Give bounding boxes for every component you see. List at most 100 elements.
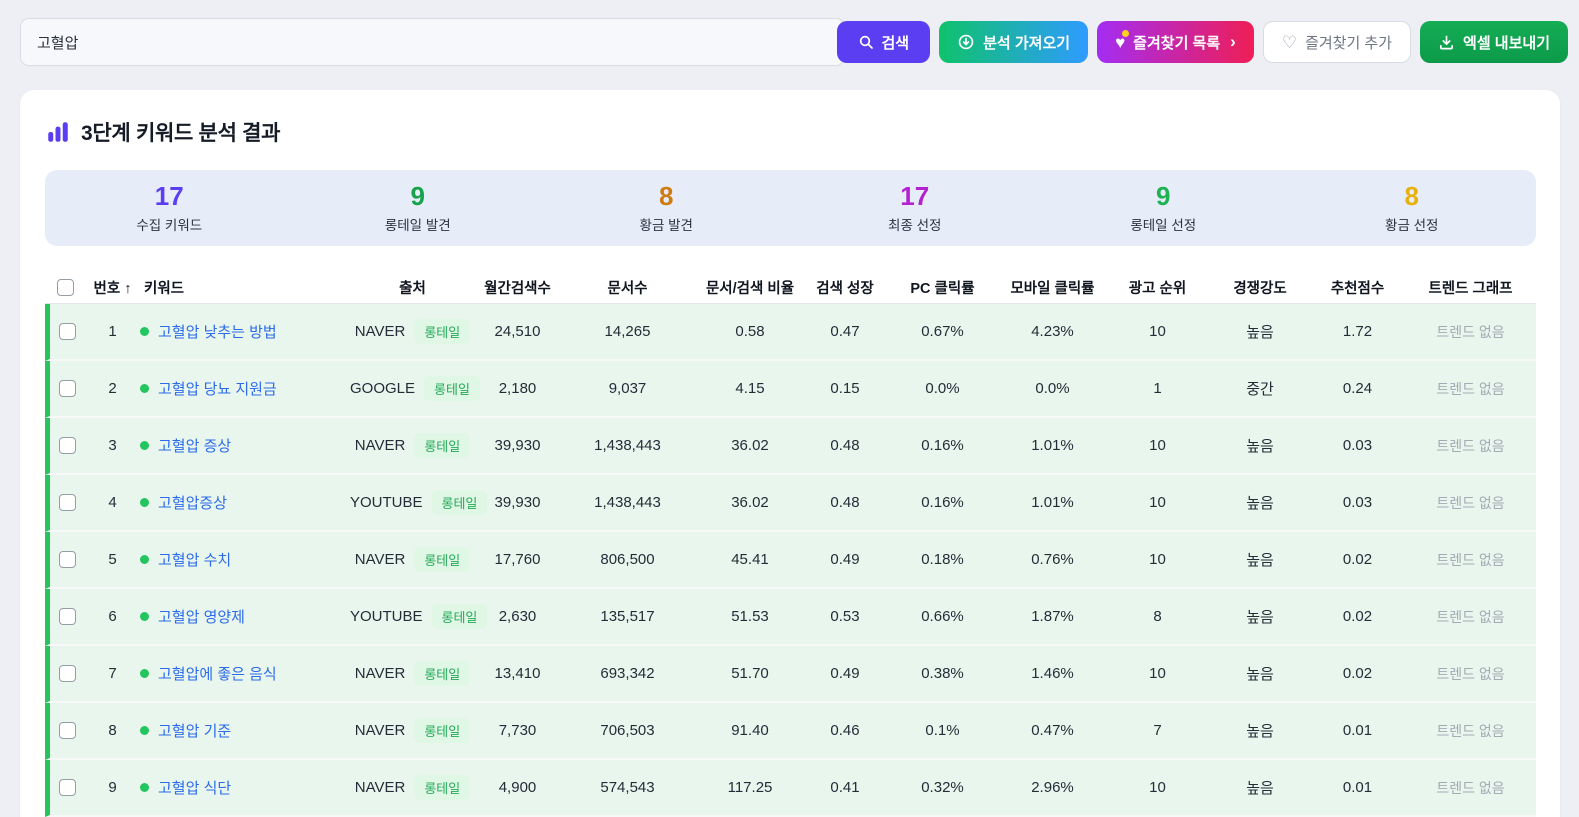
column-header-2[interactable]: 키워드 xyxy=(140,271,350,304)
doc-search-ratio: 91.40 xyxy=(695,703,805,760)
excel-export-button[interactable]: 엑셀 내보내기 xyxy=(1420,21,1568,63)
keyword-link[interactable]: 고혈압 식단 xyxy=(140,777,350,798)
row-checkbox[interactable] xyxy=(59,380,76,397)
monthly-search-volume: 13,410 xyxy=(475,646,560,703)
favorites-list-button[interactable]: ♥ 즐겨찾기 목록 › xyxy=(1097,21,1254,63)
row-checkbox[interactable] xyxy=(59,779,76,796)
column-header-8[interactable]: PC 클릭률 xyxy=(885,271,1000,304)
row-checkbox[interactable] xyxy=(59,494,76,511)
document-count: 135,517 xyxy=(560,589,695,646)
page-title: 3단계 키워드 분석 결과 xyxy=(81,117,280,147)
pc-ctr: 0.66% xyxy=(885,589,1000,646)
source-label: YOUTUBE xyxy=(350,608,423,625)
keyword-text: 고혈압 증상 xyxy=(158,435,231,456)
chevron-right-icon: › xyxy=(1230,32,1236,52)
heart-outline-icon: ♡ xyxy=(1282,34,1297,51)
table-row: 4 고혈압증상 YOUTUBE 롱테일 39,930 1,438,443 36.… xyxy=(45,475,1536,532)
keyword-link[interactable]: 고혈압증상 xyxy=(140,492,350,513)
column-header-6[interactable]: 문서/검색 비율 xyxy=(695,271,805,304)
longtail-badge: 롱테일 xyxy=(424,376,480,401)
longtail-badge: 롱테일 xyxy=(432,490,488,515)
column-header-11[interactable]: 경쟁강도 xyxy=(1210,271,1310,304)
excel-export-label: 엑셀 내보내기 xyxy=(1463,32,1550,53)
ad-rank: 10 xyxy=(1105,304,1210,361)
document-count: 706,503 xyxy=(560,703,695,760)
competition-level: 높음 xyxy=(1210,589,1310,646)
keyword-link[interactable]: 고혈압 기준 xyxy=(140,720,350,741)
keyword-link[interactable]: 고혈압 영양제 xyxy=(140,606,350,627)
source-label: NAVER xyxy=(355,551,406,568)
recommendation-score: 0.02 xyxy=(1310,646,1405,703)
keyword-results-table: 번호 ↑키워드출처월간검색수문서수문서/검색 비율검색 성장PC 클릭률모바일 … xyxy=(45,271,1536,817)
row-checkbox[interactable] xyxy=(59,323,76,340)
mobile-ctr: 1.46% xyxy=(1000,646,1105,703)
keyword-text: 고혈압 낮추는 방법 xyxy=(158,321,277,342)
keyword-search-input[interactable] xyxy=(20,18,845,66)
pc-ctr: 0.16% xyxy=(885,475,1000,532)
recommendation-score: 0.02 xyxy=(1310,589,1405,646)
ad-rank: 7 xyxy=(1105,703,1210,760)
column-header-1[interactable]: 번호 ↑ xyxy=(85,271,140,304)
competition-level: 높음 xyxy=(1210,646,1310,703)
no-trend-label: 트렌드 없음 xyxy=(1436,324,1504,340)
keyword-link[interactable]: 고혈압 당뇨 지원금 xyxy=(140,378,350,399)
keyword-status-dot xyxy=(140,783,149,792)
keyword-text: 고혈압 기준 xyxy=(158,720,231,741)
row-checkbox[interactable] xyxy=(59,608,76,625)
keyword-link[interactable]: 고혈압 증상 xyxy=(140,435,350,456)
row-checkbox[interactable] xyxy=(59,551,76,568)
favorites-add-button[interactable]: ♡ 즐겨찾기 추가 xyxy=(1263,21,1411,63)
column-header-10[interactable]: 광고 순위 xyxy=(1105,271,1210,304)
keyword-text: 고혈압 영양제 xyxy=(158,606,245,627)
row-checkbox[interactable] xyxy=(59,437,76,454)
recommendation-score: 0.03 xyxy=(1310,475,1405,532)
search-growth: 0.49 xyxy=(805,532,885,589)
download-icon xyxy=(1438,34,1455,51)
document-count: 9,037 xyxy=(560,361,695,418)
table-row: 9 고혈압 식단 NAVER 롱테일 4,900 574,543 117.25 … xyxy=(45,760,1536,817)
document-count: 14,265 xyxy=(560,304,695,361)
column-header-7[interactable]: 검색 성장 xyxy=(805,271,885,304)
keyword-link[interactable]: 고혈압 낮추는 방법 xyxy=(140,321,350,342)
search-button[interactable]: 검색 xyxy=(837,21,931,63)
table-row: 3 고혈압 증상 NAVER 롱테일 39,930 1,438,443 36.0… xyxy=(45,418,1536,475)
keyword-link[interactable]: 고혈압에 좋은 음식 xyxy=(140,663,350,684)
row-number: 6 xyxy=(85,589,140,646)
stat-label: 황금 발견 xyxy=(542,214,791,234)
ad-rank: 10 xyxy=(1105,418,1210,475)
select-all-checkbox[interactable] xyxy=(57,279,74,296)
row-checkbox[interactable] xyxy=(59,722,76,739)
ad-rank: 1 xyxy=(1105,361,1210,418)
mobile-ctr: 1.01% xyxy=(1000,418,1105,475)
top-toolbar: 검색 분석 가져오기 ♥ 즐겨찾기 목록 › ♡ 즐겨찾기 추가 엑셀 내보내기 xyxy=(0,0,1579,90)
column-header-3[interactable]: 출처 xyxy=(350,271,475,304)
row-number: 4 xyxy=(85,475,140,532)
search-growth: 0.48 xyxy=(805,418,885,475)
column-header-5[interactable]: 문서수 xyxy=(560,271,695,304)
keyword-status-dot xyxy=(140,327,149,336)
search-growth: 0.48 xyxy=(805,475,885,532)
import-analysis-label: 분석 가져오기 xyxy=(983,32,1070,53)
row-number: 2 xyxy=(85,361,140,418)
row-checkbox[interactable] xyxy=(59,665,76,682)
column-header-9[interactable]: 모바일 클릭률 xyxy=(1000,271,1105,304)
competition-level: 높음 xyxy=(1210,418,1310,475)
competition-level: 높음 xyxy=(1210,532,1310,589)
keyword-link[interactable]: 고혈압 수치 xyxy=(140,549,350,570)
column-header-4[interactable]: 월간검색수 xyxy=(475,271,560,304)
monthly-search-volume: 7,730 xyxy=(475,703,560,760)
ad-rank: 10 xyxy=(1105,532,1210,589)
no-trend-label: 트렌드 없음 xyxy=(1436,381,1504,397)
document-count: 1,438,443 xyxy=(560,418,695,475)
column-header-13[interactable]: 트렌드 그래프 xyxy=(1405,271,1536,304)
no-trend-label: 트렌드 없음 xyxy=(1436,609,1504,625)
column-header-12[interactable]: 추천점수 xyxy=(1310,271,1405,304)
keyword-text: 고혈압에 좋은 음식 xyxy=(158,663,277,684)
longtail-badge: 롱테일 xyxy=(414,775,470,800)
import-analysis-button[interactable]: 분석 가져오기 xyxy=(939,21,1088,63)
table-header-row: 번호 ↑키워드출처월간검색수문서수문서/검색 비율검색 성장PC 클릭률모바일 … xyxy=(45,271,1536,304)
row-number: 3 xyxy=(85,418,140,475)
stat-value: 9 xyxy=(1039,182,1288,212)
stat-item: 9 롱테일 발견 xyxy=(294,182,543,234)
table-body: 1 고혈압 낮추는 방법 NAVER 롱테일 24,510 14,265 0.5… xyxy=(45,304,1536,817)
